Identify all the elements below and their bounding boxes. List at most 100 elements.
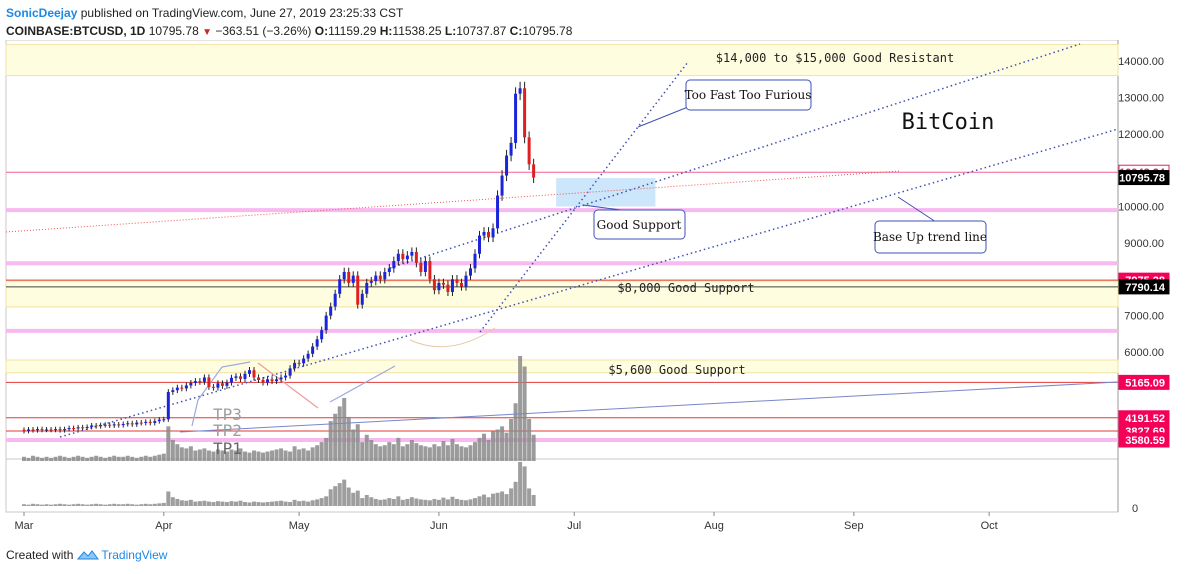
annotations-layer: $14,000 to $15,000 Good Resistant $8,000… [213, 51, 994, 458]
candle-body [175, 387, 179, 391]
volume-bar [215, 449, 220, 461]
volume-pane-bar [152, 503, 157, 506]
high-value: 11538.25 [392, 24, 442, 38]
volume-pane-bar [175, 498, 180, 506]
volume-pane-bar [378, 499, 383, 506]
candle-body [279, 377, 283, 380]
candle-body [130, 423, 134, 425]
candle-body [405, 255, 409, 260]
volume-bar [247, 452, 252, 461]
volume-pane-bar [301, 500, 306, 506]
volume-bar [414, 443, 419, 461]
volume-pane-bar [509, 488, 514, 506]
candle-body [85, 426, 89, 428]
volume-bar [202, 448, 207, 461]
volume-pane-bar [71, 504, 76, 506]
candle-body [505, 155, 509, 176]
candle-body [383, 271, 387, 280]
volume-bar [44, 456, 49, 461]
volume-bar [527, 419, 532, 461]
candle-body [288, 368, 292, 376]
tradingview-link[interactable]: TradingView [101, 548, 168, 562]
volume-pane-bar [468, 499, 473, 506]
price-tag-box [1118, 170, 1170, 186]
volume-bar [252, 450, 257, 461]
volume-pane-bar [107, 504, 112, 506]
volume-pane-bar [396, 496, 401, 506]
price-chart[interactable]: 14000.0013000.0012000.0011000.0010000.00… [0, 40, 1188, 545]
volume-pane-bar [116, 504, 121, 506]
candle-body [284, 375, 288, 378]
volume-bar [436, 446, 441, 461]
volume-pane-bar [265, 502, 270, 506]
support-zone-5600 [5, 359, 1119, 374]
volume-bar [297, 449, 302, 461]
volume-pane-bar [324, 496, 329, 506]
candle-body [401, 253, 405, 260]
candle-body [532, 164, 536, 178]
volume-pane-bar [463, 500, 468, 506]
base-trend-callout[interactable]: Base Up trend line [873, 196, 987, 254]
volume-pane-bar [274, 501, 279, 506]
volume-pane-bar [40, 504, 45, 506]
volume-pane-bar [202, 500, 207, 506]
volume-bar [364, 434, 369, 461]
volume-pane-bar [360, 498, 365, 506]
volume-pane-bar [125, 503, 130, 506]
volume-pane-bar [351, 492, 356, 506]
zones-layer [5, 44, 1119, 374]
candle-body [500, 175, 504, 196]
volume-bar [319, 442, 324, 461]
volume-pane-bar [256, 502, 261, 506]
candle-body [468, 268, 472, 276]
candle-body [378, 275, 382, 280]
volume-bar [482, 433, 487, 461]
volume-bar [468, 445, 473, 461]
candle-body [459, 282, 463, 287]
volume-pane-bar [531, 495, 536, 506]
volume-pane-bar [166, 491, 171, 506]
author-link[interactable]: SonicDeejay [6, 6, 78, 20]
volume-bar [283, 450, 288, 461]
volume-pane-bar [215, 501, 220, 506]
volume-bar [161, 453, 166, 461]
close-value: 10795.78 [522, 24, 573, 38]
volume-bar [473, 442, 477, 461]
chart-header: SonicDeejay published on TradingView.com… [6, 4, 572, 42]
candle-body [58, 429, 62, 431]
volume-bar [157, 454, 162, 461]
volume-bar [463, 447, 468, 461]
candle-body [36, 429, 40, 431]
volume-pane-bar [143, 503, 148, 506]
x-axis: Mar Apr May Jun Jul Aug Sep Oct [15, 512, 998, 532]
x-tick-label: Mar [15, 520, 34, 532]
candle-body [293, 362, 297, 369]
candle-body [347, 271, 351, 283]
volume-pane-bar [500, 491, 505, 506]
base-up-trendline [59, 128, 1119, 438]
too-fast-callout[interactable]: Too Fast Too Furious [637, 79, 812, 128]
volume-bar [405, 444, 410, 461]
price-tags: 10942.2410795.787975.287790.145165.09419… [1118, 164, 1170, 448]
volume-pane-bar [184, 500, 189, 506]
support-8000-label: $8,000 Good Support [617, 281, 754, 295]
good-support-callout[interactable]: Good Support [582, 204, 686, 240]
volume-bar [242, 451, 247, 461]
volume-bar [531, 434, 536, 461]
candle-body [527, 137, 531, 165]
candle-body [441, 282, 445, 285]
price-tag-label: 5165.09 [1125, 377, 1165, 389]
volume-bar [418, 445, 423, 461]
bitcoin-title: BitCoin [902, 110, 995, 135]
volume-bar [67, 457, 72, 461]
footer: Created with TradingView [6, 548, 167, 562]
open-value: 11159.29 [328, 24, 377, 38]
volume-bar [360, 442, 365, 461]
volume-pane-bar [188, 499, 193, 506]
candle-body [238, 376, 242, 379]
candle-body [437, 282, 441, 291]
volume-pane-bar [206, 501, 211, 506]
volume-pane-bar [454, 498, 459, 506]
volume-bar [229, 449, 234, 461]
volume-pane-bar [382, 499, 387, 506]
